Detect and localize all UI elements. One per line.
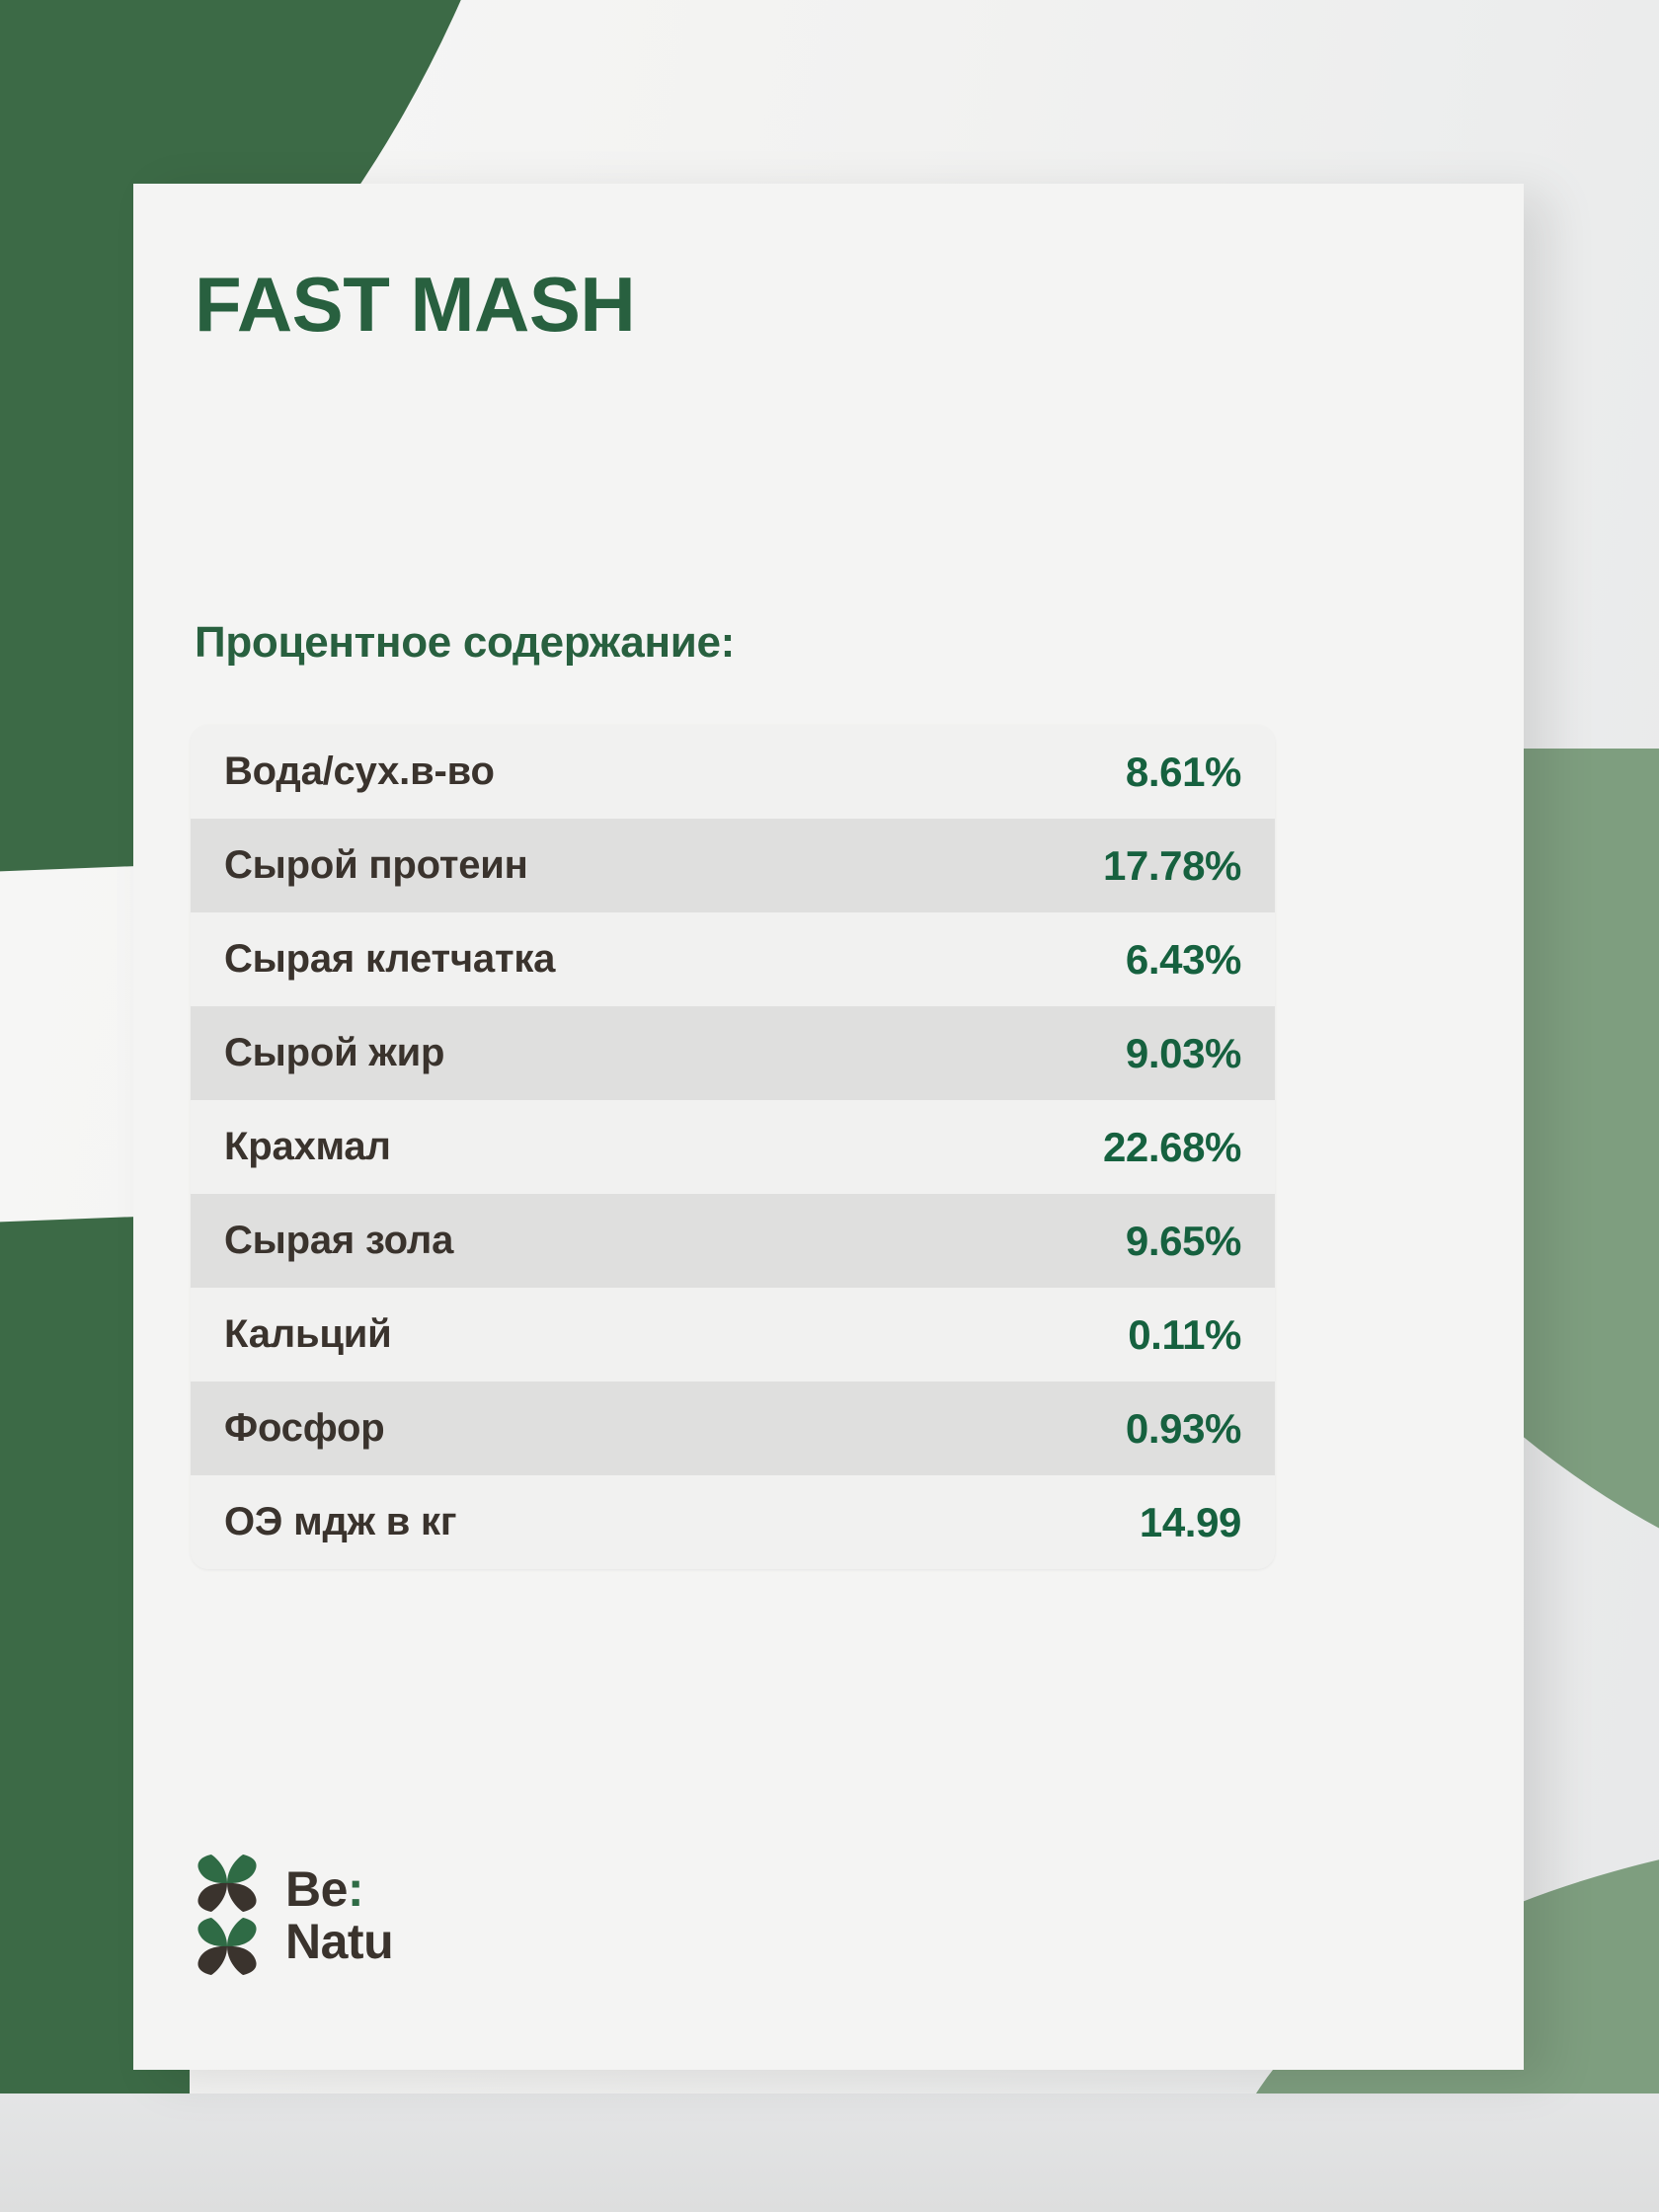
- row-label: Вода/сух.в-во: [224, 750, 495, 793]
- nutrition-table: Вода/сух.в-во 8.61% Сырой протеин 17.78%…: [191, 725, 1275, 1569]
- row-value: 14.99: [1139, 1498, 1242, 1545]
- table-row: Крахмал 22.68%: [191, 1100, 1275, 1194]
- brand-name-line-2: Natu: [285, 1914, 394, 1969]
- section-heading: Процентное содержание:: [195, 618, 735, 667]
- page-title: FAST MASH: [195, 261, 636, 348]
- row-value: 8.61%: [1125, 748, 1241, 795]
- brand-name: Be: Natu: [285, 1863, 394, 1969]
- row-label: Кальций: [224, 1312, 392, 1356]
- row-label: Сырой жир: [224, 1031, 445, 1074]
- brand-colon: :: [347, 1861, 364, 1917]
- table-row: Кальций 0.11%: [191, 1288, 1275, 1382]
- row-value: 6.43%: [1125, 935, 1241, 983]
- row-label: Сырая зола: [224, 1219, 454, 1262]
- table-row: ОЭ мдж в кг 14.99: [191, 1475, 1275, 1569]
- row-label: Фосфор: [224, 1406, 385, 1450]
- sprout-leaves-icon: [198, 1855, 257, 1975]
- product-info-card: FAST MASH Процентное содержание: Вода/су…: [133, 184, 1524, 2070]
- table-row: Фосфор 0.93%: [191, 1382, 1275, 1475]
- brand-name-be: Be: [285, 1861, 348, 1917]
- table-row: Сырая клетчатка 6.43%: [191, 912, 1275, 1006]
- table-row: Вода/сух.в-во 8.61%: [191, 725, 1275, 819]
- table-row: Сырой протеин 17.78%: [191, 819, 1275, 912]
- table-row: Сырой жир 9.03%: [191, 1006, 1275, 1100]
- brand-logo: Be: Natu: [191, 1853, 394, 1979]
- brand-name-line-1: Be:: [285, 1863, 393, 1916]
- row-label: Сырой протеин: [224, 843, 528, 887]
- row-value: 22.68%: [1102, 1123, 1241, 1170]
- table-row: Сырая зола 9.65%: [191, 1194, 1275, 1288]
- row-value: 17.78%: [1102, 841, 1241, 889]
- row-value: 0.11%: [1128, 1310, 1241, 1358]
- row-label: Крахмал: [224, 1125, 391, 1168]
- decorative-shape-bottom-band: [0, 2094, 1659, 2212]
- row-label: Сырая клетчатка: [224, 937, 556, 981]
- row-value: 9.65%: [1125, 1217, 1241, 1264]
- row-label: ОЭ мдж в кг: [224, 1500, 457, 1543]
- row-value: 0.93%: [1125, 1404, 1241, 1452]
- row-value: 9.03%: [1125, 1029, 1241, 1076]
